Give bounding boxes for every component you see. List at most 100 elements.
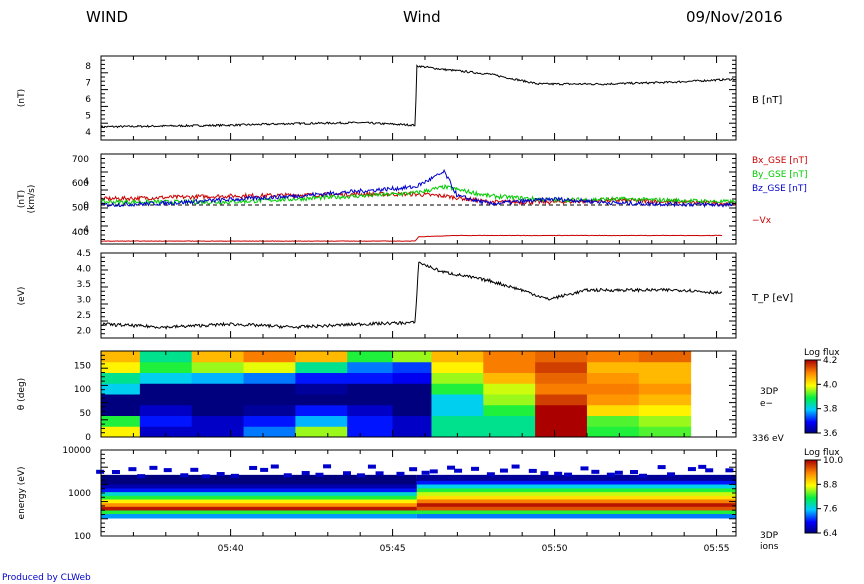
energy-speckle — [725, 468, 734, 473]
energy-band-after — [416, 508, 736, 515]
energy-speckle — [137, 474, 146, 479]
energy-band-after — [416, 497, 736, 504]
vx-ytick-label: 500 — [72, 204, 89, 214]
pitch-cell — [347, 426, 394, 438]
pitch-cell — [535, 383, 588, 395]
energy-speckle — [230, 473, 239, 478]
pitch-cell — [431, 415, 484, 427]
pitch-cell — [191, 351, 245, 363]
energy-speckle — [356, 473, 365, 478]
pitch-cell — [101, 394, 141, 406]
energy-band-after — [416, 482, 736, 489]
energy-speckle — [687, 467, 696, 472]
tp-ytick-label: 3.5 — [77, 280, 91, 290]
pitch-cell — [586, 426, 640, 438]
pitch-cell — [191, 404, 245, 416]
pitch-cell — [586, 351, 640, 363]
energy-speckle — [367, 464, 376, 469]
tp-ytick-label: 2.0 — [77, 326, 92, 336]
energy-band-after — [416, 493, 736, 500]
pitch-cell — [392, 372, 432, 384]
pitch-cell — [295, 351, 348, 363]
bz-label: Bz_GSE [nT] — [752, 184, 807, 194]
bx-label: Bx_GSE [nT] — [752, 156, 807, 166]
energy-speckle — [429, 469, 438, 474]
energy-speckle — [630, 470, 639, 475]
pitch-cell — [431, 404, 484, 416]
pitch-cell — [347, 361, 394, 373]
pitch-cell — [535, 394, 588, 406]
energy-speckle — [128, 467, 137, 472]
energy-band-before — [101, 493, 417, 500]
energy-instrument-label: 3DP — [760, 531, 779, 541]
energy-speckle — [260, 467, 269, 472]
tp-ytick-label: 4.5 — [77, 249, 91, 259]
pitch-cell — [101, 372, 141, 384]
energy-ytick-label: 1000 — [68, 489, 91, 499]
pitch-cell — [101, 361, 141, 373]
pitch-cell — [638, 426, 692, 438]
pitch-cell — [638, 404, 692, 416]
pitch-ytick-label: 150 — [74, 361, 91, 371]
pitch-cell — [347, 372, 394, 384]
energy-speckle — [667, 472, 676, 477]
pitch-cell — [483, 426, 536, 438]
pitch-energy-label: 336 eV — [752, 434, 785, 444]
pitch-ytick-label: 50 — [80, 409, 92, 419]
pitch-colorbar-tick-label: 3.8 — [823, 405, 838, 415]
energy-speckle — [447, 465, 456, 470]
pitch-cell — [392, 404, 432, 416]
pitch-cell — [191, 415, 245, 427]
header-center: Wind — [403, 8, 441, 26]
vx-ylabel: (km/s) — [27, 185, 37, 214]
lines-layer — [100, 64, 737, 330]
pitch-ytick-label: 100 — [74, 385, 91, 395]
pitch-cell — [243, 372, 296, 384]
pitch-cell — [139, 383, 193, 395]
energy-speckle — [163, 468, 172, 473]
pitch-cell — [347, 351, 394, 363]
pitch-cell — [347, 383, 394, 395]
energy-speckle — [421, 470, 430, 475]
pitch-cell — [431, 383, 484, 395]
pitch-instrument-label: 3DP — [760, 387, 779, 397]
pitch-cell — [243, 351, 296, 363]
pitch-cell — [483, 351, 536, 363]
pitch-cell — [586, 361, 640, 373]
pitch-cell — [295, 426, 348, 438]
pitch-cell — [243, 394, 296, 406]
pitch-cell — [483, 383, 536, 395]
energy-band-before — [101, 500, 417, 507]
b-total-line — [100, 64, 736, 129]
pitch-cell — [243, 383, 296, 395]
pitch-cell — [431, 394, 484, 406]
energy-speckle — [342, 471, 351, 476]
pitch-cell — [295, 372, 348, 384]
pitch-colorbar-tick-label: 3.6 — [823, 429, 838, 439]
pitch-cell — [139, 372, 193, 384]
energy-speckle — [540, 471, 549, 476]
vx-ytick-label: 700 — [72, 155, 89, 165]
pitch-cell — [191, 361, 245, 373]
energy-band-after — [416, 478, 736, 485]
by-line — [100, 183, 737, 206]
energy-band-before — [101, 474, 417, 481]
energy-band-after — [416, 504, 736, 511]
energy-speckle — [283, 473, 292, 478]
pitch-cell — [535, 426, 588, 438]
pitch-colorbar-tick-label: 4.0 — [823, 380, 838, 390]
bgse-ytick-label: -4 — [80, 225, 89, 235]
header-left: WIND — [86, 8, 129, 26]
energy-band-after — [416, 512, 736, 519]
energy-speckle — [486, 472, 495, 477]
header-date: 09/Nov/2016 — [686, 8, 783, 26]
pitch-cell — [483, 394, 536, 406]
energy-speckle — [190, 467, 199, 472]
tp-ytick-label: 4.0 — [77, 264, 92, 274]
pitch-cell — [295, 415, 348, 427]
energy-speckle — [409, 467, 418, 472]
vx-label: −Vx — [752, 216, 772, 226]
pitch-cell — [139, 351, 193, 363]
pitch-cell — [483, 372, 536, 384]
